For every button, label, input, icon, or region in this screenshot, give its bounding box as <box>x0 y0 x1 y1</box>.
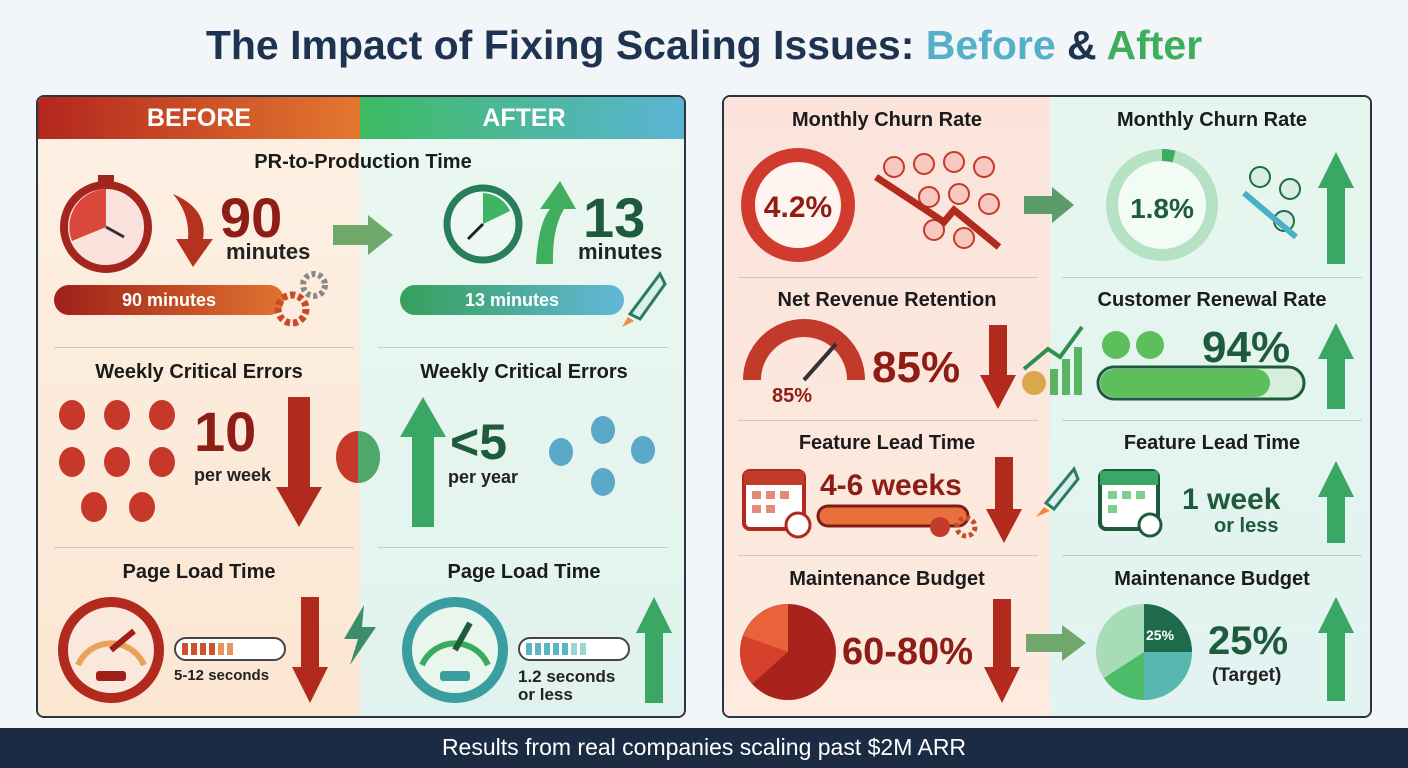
retention-before-value: 85% <box>872 343 961 392</box>
users-retained-icon <box>1242 166 1301 240</box>
errors-after-unit: per year <box>448 467 519 487</box>
pr-before-value: 90 <box>220 186 283 249</box>
churn-before-ring <box>741 148 855 262</box>
up-arrow-icon <box>536 181 576 264</box>
rocket-icon <box>622 271 667 327</box>
fixed-bugs-icon <box>549 416 655 496</box>
gears-icon <box>274 271 328 327</box>
lead-after-value-2: or less <box>1214 515 1279 537</box>
slow-progress-bar <box>174 637 286 661</box>
pr-time-title: PR-to-Production Time <box>254 151 472 173</box>
bugs-icon <box>59 400 175 522</box>
load-after-value-2: or less <box>518 685 573 704</box>
pr-after-bar: 13 minutes <box>400 285 624 315</box>
fast-speedometer-icon <box>402 597 508 703</box>
retention-after-value: 94% <box>1202 323 1291 372</box>
bug-transform-icon <box>336 431 380 483</box>
budget-pie-label: 25% <box>1146 627 1175 643</box>
fast-progress-bar <box>518 637 630 661</box>
up-arrow-icon <box>1318 152 1354 264</box>
engineering-metrics-panel: BEFORE AFTER PR-to-Production Time 90 mi… <box>36 95 686 718</box>
pr-before-unit: minutes <box>226 239 311 264</box>
errors-after-value: <5 <box>450 414 508 470</box>
page-title: The Impact of Fixing Scaling Issues: Bef… <box>205 22 1203 68</box>
retention-gauge-label: 85% <box>772 385 813 407</box>
up-arrow-icon <box>400 397 446 527</box>
budget-before-pie <box>740 604 836 700</box>
up-arrow-icon <box>636 597 672 703</box>
budget-after-value: 25% <box>1208 619 1289 663</box>
load-after-value-1: 1.2 seconds <box>518 667 616 686</box>
business-metrics-panel: Monthly Churn Rate Monthly Churn Rate 4.… <box>722 95 1372 718</box>
happy-customers-icon <box>1096 331 1306 401</box>
stopwatch-icon <box>60 175 152 273</box>
down-arrow-icon <box>986 457 1022 543</box>
up-arrow-icon <box>1318 323 1354 409</box>
load-before-title: Page Load Time <box>122 561 276 583</box>
budget-after-pie <box>1096 604 1192 700</box>
before-header: BEFORE <box>38 97 360 139</box>
right-arrow-icon <box>1026 625 1086 661</box>
slow-lead-bar <box>816 504 978 539</box>
lead-before-title: Feature Lead Time <box>798 432 976 454</box>
down-arrow-icon <box>984 599 1020 703</box>
pr-after-value: 13 <box>583 186 646 249</box>
revenue-growth-icon <box>1022 325 1084 395</box>
right-arrow-icon <box>1024 187 1074 223</box>
load-after-title: Page Load Time <box>447 561 601 583</box>
budget-before-title: Maintenance Budget <box>789 568 985 590</box>
budget-after-title: Maintenance Budget <box>1114 568 1310 590</box>
churn-after-title: Monthly Churn Rate <box>1117 109 1307 131</box>
lightning-icon <box>344 605 376 665</box>
churn-after-value: 1.8% <box>1130 193 1194 224</box>
calendar-check-icon <box>1098 469 1163 538</box>
budget-after-note: (Target) <box>1212 665 1282 686</box>
down-arrow-icon <box>292 597 328 703</box>
pr-after-unit: minutes <box>578 239 663 264</box>
lead-before-value: 4-6 weeks <box>820 469 962 502</box>
footer-caption: Results from real companies scaling past… <box>0 728 1408 768</box>
down-arrow-icon <box>173 194 213 267</box>
fast-clock-icon <box>443 184 523 264</box>
up-arrow-icon <box>1318 461 1354 543</box>
users-leaving-icon <box>874 151 1002 250</box>
pr-before-bar: 90 minutes <box>54 285 284 315</box>
revenue-gauge-icon <box>743 319 865 382</box>
slow-speedometer-icon <box>58 597 164 703</box>
lead-after-title: Feature Lead Time <box>1123 432 1301 454</box>
down-arrow-icon <box>980 325 1016 409</box>
retention-before-title: Net Revenue Retention <box>777 289 997 311</box>
right-arrow-icon <box>333 215 393 255</box>
churn-after-ring <box>1106 149 1218 261</box>
churn-before-title: Monthly Churn Rate <box>792 109 982 131</box>
retention-after-title: Customer Renewal Rate <box>1097 289 1327 311</box>
calendar-icon <box>742 469 812 539</box>
churn-before-value: 4.2% <box>763 191 833 224</box>
lead-after-value-1: 1 week <box>1182 483 1281 516</box>
rocket-icon <box>1036 466 1080 517</box>
errors-before-unit: per week <box>194 465 272 485</box>
errors-before-title: Weekly Critical Errors <box>95 361 303 383</box>
after-header: AFTER <box>360 97 684 139</box>
down-arrow-icon <box>276 397 322 527</box>
load-before-value: 5-12 seconds <box>174 667 270 684</box>
up-arrow-icon <box>1318 597 1354 701</box>
errors-after-title: Weekly Critical Errors <box>420 361 628 383</box>
budget-before-value: 60-80% <box>842 631 973 673</box>
errors-before-value: 10 <box>194 400 257 463</box>
